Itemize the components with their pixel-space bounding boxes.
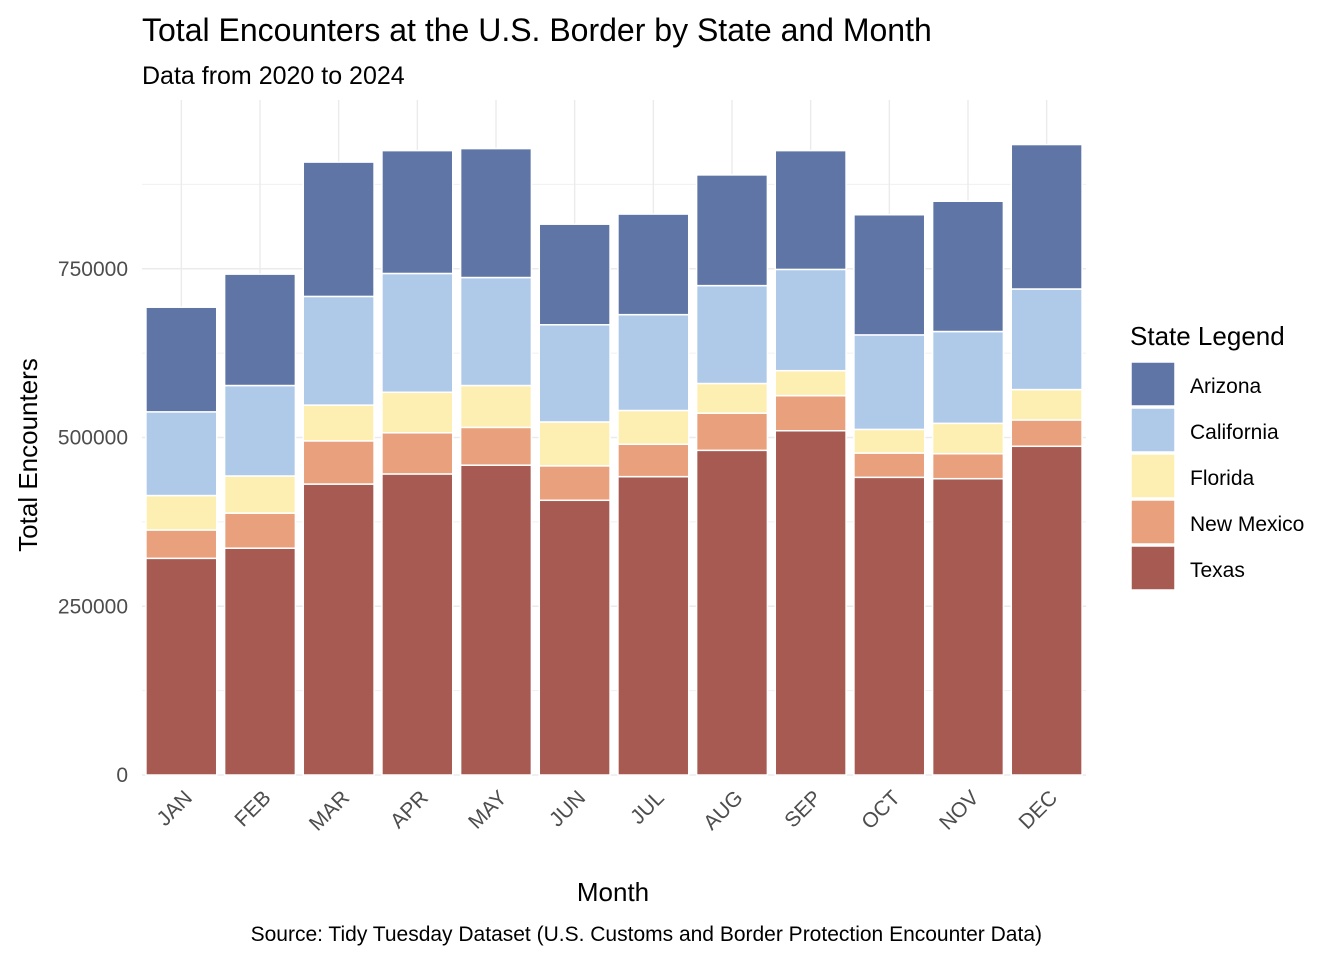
bar-florida-jan [145,494,218,531]
bar-arizona-apr [381,149,454,275]
bar-arizona-feb [223,273,297,387]
bar-new-mexico-mar [302,440,375,485]
bar-florida-dec [1010,388,1083,421]
bar-arizona-aug [695,174,769,287]
y-tick-label: 0 [116,764,128,787]
y-tick-label: 250000 [58,595,128,618]
x-tick-label: MAY [464,786,511,833]
x-tick-label: DEC [1015,786,1063,834]
x-tick-label: SEP [780,786,826,832]
bar-arizona-jul [617,213,690,316]
legend-label: California [1190,421,1279,444]
bar-florida-feb [223,475,297,514]
bar-california-apr [381,272,454,394]
legend-title: State Legend [1130,321,1285,351]
bar-california-nov [931,330,1005,425]
x-tick-label: OCT [857,786,905,834]
bar-new-mexico-feb [223,512,297,549]
x-tick-label: JAN [153,786,197,830]
bar-new-mexico-jun [538,465,611,502]
bar-california-jun [538,324,611,423]
x-tick-label: APR [386,786,433,833]
bar-texas-jul [617,475,690,776]
x-tick-label: JUL [626,786,669,829]
legend: State Legend Arizona California Florida New… [1130,321,1304,591]
bar-texas-apr [381,473,454,776]
chart-title: Total Encounters at the U.S. Border by S… [142,12,932,48]
y-tick-label: 750000 [58,258,128,281]
bar-arizona-jun [538,223,611,326]
bar-florida-jun [538,421,611,467]
bar-texas-nov [931,477,1005,776]
bar-florida-sep [774,369,847,397]
legend-swatch-florida [1130,453,1176,499]
x-tick-label: FEB [230,786,275,831]
bar-florida-may [459,384,533,429]
bar-texas-aug [695,449,769,776]
legend-label: Arizona [1190,375,1262,398]
bar-arizona-oct [853,214,926,336]
legend-swatch-arizona [1130,361,1176,407]
bar-california-may [459,276,533,387]
x-tick-label: NOV [935,786,983,834]
legend-label: Texas [1190,559,1245,582]
y-tick-label: 500000 [58,427,128,450]
x-axis-ticks: JAN FEB MAR APR MAY JUN JUL AUG SEP OCT NOV DEC [153,786,1063,835]
legend-swatch-texas [1130,545,1176,591]
bar-florida-oct [853,428,926,454]
bar-new-mexico-may [459,426,533,466]
bar-florida-jul [617,409,690,445]
legend-label: Florida [1190,467,1255,490]
bar-new-mexico-apr [381,432,454,475]
bar-arizona-mar [302,161,375,298]
bar-texas-dec [1010,445,1083,776]
x-tick-label: MAR [305,786,354,835]
bar-new-mexico-aug [695,412,769,452]
bar-new-mexico-oct [853,452,926,479]
x-axis-title: Month [577,877,649,907]
bars [145,143,1083,776]
bar-texas-jun [538,499,611,776]
legend-label: New Mexico [1190,513,1304,536]
bar-california-mar [302,295,375,406]
bar-texas-sep [774,430,847,776]
bar-texas-feb [223,547,297,776]
x-tick-label: AUG [699,786,747,834]
bar-california-oct [853,334,926,431]
bar-new-mexico-jul [617,443,690,478]
bar-florida-aug [695,382,769,414]
bar-arizona-jan [145,306,218,413]
bar-florida-mar [302,404,375,442]
bar-california-sep [774,268,847,372]
bar-california-aug [695,284,769,385]
legend-swatch-california [1130,407,1176,453]
legend-swatch-new-mexico [1130,499,1176,545]
bar-arizona-dec [1010,143,1083,290]
y-axis-title: Total Encounters [13,358,43,552]
bar-texas-jan [145,557,218,776]
bar-new-mexico-jan [145,529,218,560]
bar-texas-mar [302,483,375,776]
bar-california-jul [617,313,690,412]
x-tick-label: JUN [545,786,590,831]
bar-california-feb [223,384,297,477]
bar-new-mexico-nov [931,452,1005,480]
bar-new-mexico-dec [1010,419,1083,448]
bar-texas-may [459,464,533,776]
bar-arizona-may [459,147,533,279]
bar-new-mexico-sep [774,394,847,432]
bar-florida-apr [381,391,454,434]
bar-texas-oct [853,476,926,776]
chart-subtitle: Data from 2020 to 2024 [142,62,405,90]
bar-california-dec [1010,288,1083,391]
bar-arizona-sep [774,149,847,271]
chart-caption: Source: Tidy Tuesday Dataset (U.S. Custo… [251,923,1042,946]
y-axis-ticks: 0 250000 500000 750000 [58,258,128,787]
bar-florida-nov [931,422,1005,455]
bar-arizona-nov [931,200,1005,333]
bar-california-jan [145,411,218,497]
